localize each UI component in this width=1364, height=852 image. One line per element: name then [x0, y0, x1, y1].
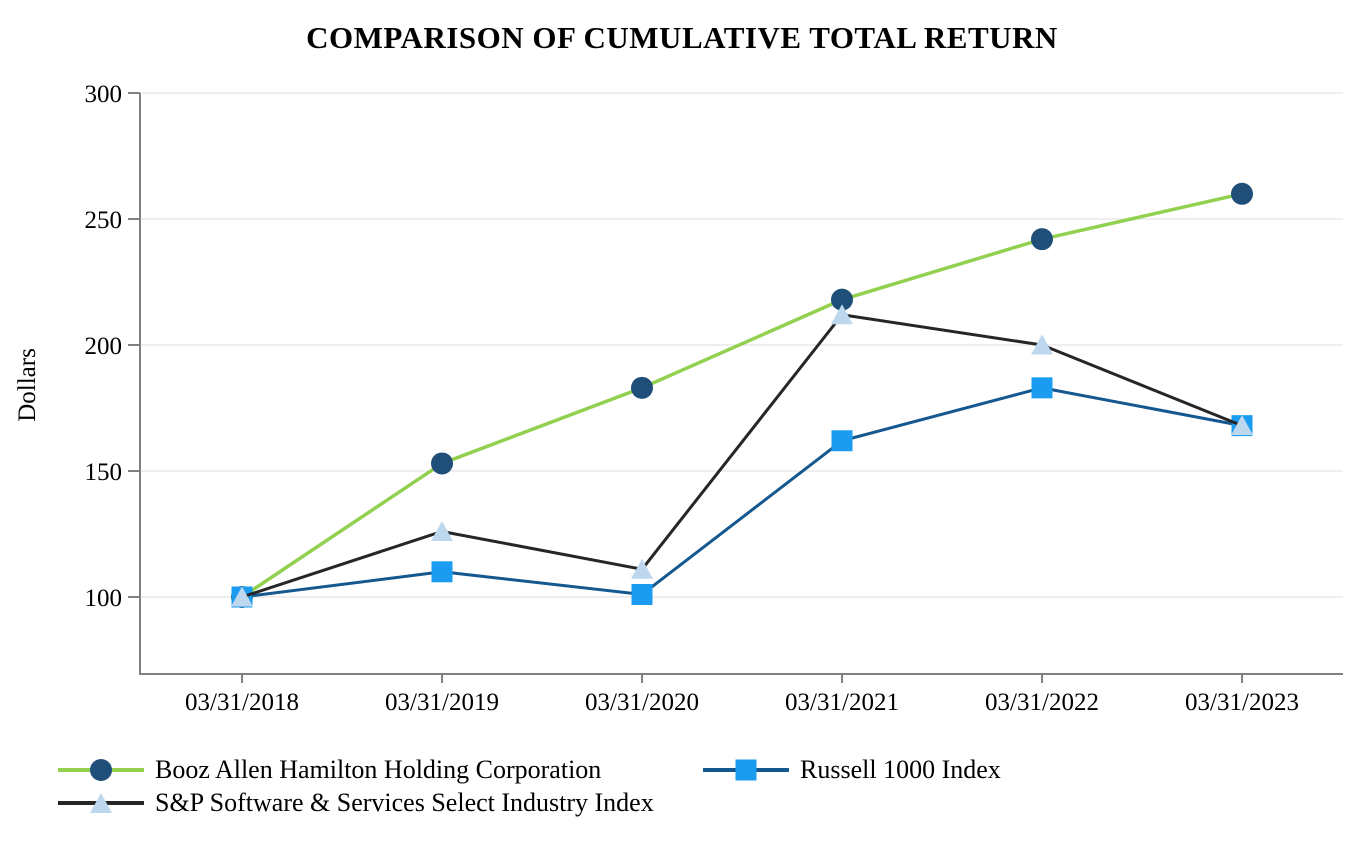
series-0-marker-3: [831, 288, 853, 311]
y-tick-label-100: 100: [85, 585, 123, 612]
series-2-marker-2: [631, 558, 653, 579]
y-axis-title: Dollars: [14, 348, 41, 422]
series-1-marker-2: [631, 583, 653, 605]
y-tick-label-250: 250: [85, 207, 123, 234]
axis-lines: [139, 93, 1343, 675]
legend-item-russell-1000: Russell 1000 Index: [703, 753, 1001, 786]
legend-label-russell-1000: Russell 1000 Index: [800, 755, 1001, 784]
x-tick-label-3: 03/31/2021: [785, 689, 899, 716]
series-2-marker-5: [1231, 415, 1253, 436]
x-tick-label-4: 03/31/2022: [985, 689, 1099, 716]
x-tick-label-0: 03/31/2018: [185, 689, 299, 716]
x-tick-label-2: 03/31/2020: [585, 689, 699, 716]
x-tick-label-5: 03/31/2023: [1185, 689, 1299, 716]
series-2-marker-0: [231, 586, 253, 607]
series-1-marker-3: [831, 430, 853, 452]
chart-title: COMPARISON OF CUMULATIVE TOTAL RETURN: [306, 20, 1058, 55]
series-line-2: [241, 313, 1243, 599]
legend: Booz Allen Hamilton Holding Corporation …: [58, 753, 1348, 819]
legend-item-booz-allen: Booz Allen Hamilton Holding Corporation: [58, 753, 703, 786]
series-0-marker-4: [1031, 228, 1053, 251]
series-1-marker-1: [431, 561, 453, 583]
series-0-marker-5: [1231, 182, 1253, 205]
series-0-marker-2: [631, 376, 653, 399]
series-1-marker-4: [1031, 377, 1053, 399]
y-tick-label-300: 300: [85, 81, 123, 108]
series-2-marker-4: [1031, 334, 1053, 355]
legend-marker-sp-software-triangle-icon: [58, 790, 144, 816]
legend-item-sp-software: S&P Software & Services Select Industry …: [58, 786, 1348, 819]
series-2-marker-1: [431, 520, 453, 541]
series-line-1: [241, 386, 1243, 599]
legend-label-sp-software: S&P Software & Services Select Industry …: [155, 788, 654, 817]
legend-label-booz-allen: Booz Allen Hamilton Holding Corporation: [155, 755, 602, 784]
legend-marker-booz-allen-circle-icon: [58, 757, 144, 783]
x-tick-label-1: 03/31/2019: [385, 689, 499, 716]
series-line-0: [241, 192, 1243, 599]
series-0-marker-1: [431, 452, 453, 475]
y-tick-label-150: 150: [85, 459, 123, 486]
y-tick-label-200: 200: [85, 333, 123, 360]
legend-marker-russell-square-icon: [703, 757, 789, 783]
series-2-marker-3: [831, 304, 853, 325]
plot-area: 300 250 200 150 100 03/31/2018 03/31/2019 03/31…: [14, 81, 1343, 716]
